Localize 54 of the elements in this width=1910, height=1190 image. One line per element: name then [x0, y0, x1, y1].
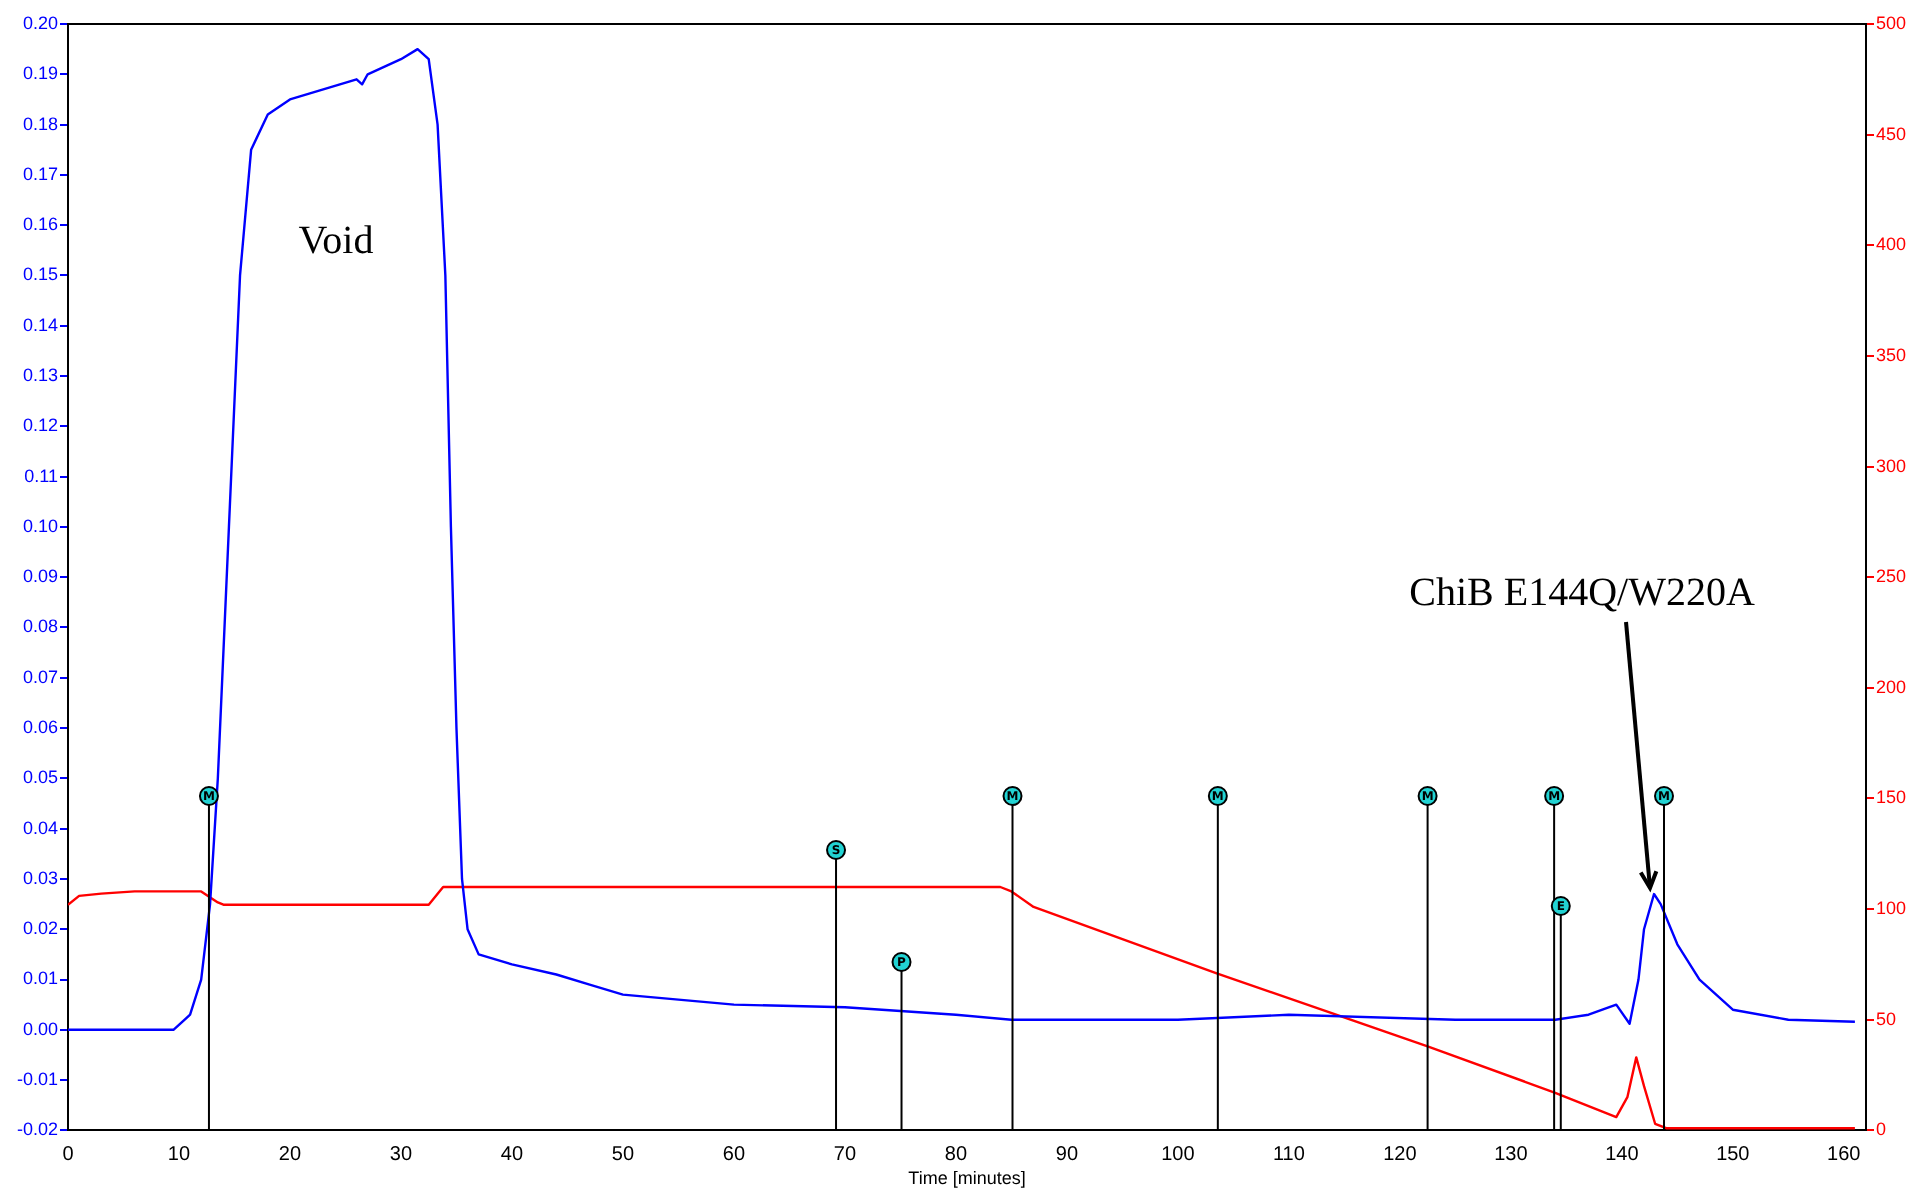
y-tick-label: 0.17: [22, 163, 58, 184]
y-tick-label: 0.20: [22, 12, 58, 33]
annotation: ChiB E144Q/W220A: [1409, 570, 1756, 615]
annotation: Void: [298, 218, 374, 263]
y-tick-label: -0.02: [16, 1119, 58, 1140]
y-tick-label: 0.03: [22, 867, 58, 888]
y-tick-label: 0.11: [24, 465, 58, 486]
y-tick-label: 0.02: [22, 918, 58, 939]
y-tick-label: 0.18: [22, 113, 58, 134]
y2-tick-label: 250: [1876, 566, 1907, 587]
y-tick-label: 0.09: [22, 566, 58, 587]
y-tick-label: 0.00: [22, 1018, 58, 1039]
x-tick-label: 110: [1272, 1143, 1306, 1166]
y2-tick-label: 500: [1876, 12, 1907, 33]
y2-tick-label: 100: [1876, 898, 1907, 919]
x-tick-label: 10: [167, 1143, 191, 1166]
y-tick-label: 0.04: [22, 817, 58, 838]
y-tick-label: 0.07: [22, 666, 58, 687]
x-tick-label: 40: [500, 1143, 524, 1166]
x-tick-label: 130: [1494, 1143, 1529, 1166]
x-tick-label: 70: [833, 1143, 857, 1166]
x-tick-label: 100: [1161, 1143, 1196, 1166]
y-tick-label: 0.19: [22, 63, 58, 84]
y-tick-label: 0.14: [22, 314, 58, 335]
y2-tick-label: 300: [1876, 455, 1907, 476]
y2-tick-label: 350: [1876, 344, 1907, 365]
x-tick-label: 30: [389, 1143, 413, 1166]
x-tick-label: 160: [1827, 1143, 1862, 1166]
x-tick-label: 0: [62, 1143, 75, 1166]
y2-tick-label: 0: [1876, 1119, 1887, 1140]
y-tick-label: 0.08: [22, 616, 58, 637]
x-tick-label: 150: [1716, 1143, 1751, 1166]
y2-tick-label: 400: [1876, 234, 1907, 255]
x-tick-label: 20: [278, 1143, 302, 1166]
x-tick-label: 90: [1055, 1143, 1079, 1166]
y-tick-label: -0.01: [16, 1069, 58, 1090]
y2-tick-label: 150: [1876, 787, 1907, 808]
y-tick-label: 0.05: [22, 767, 58, 788]
y2-tick-label: 200: [1876, 676, 1907, 697]
y-tick-label: 0.16: [22, 214, 58, 235]
y2-tick-label: 450: [1876, 123, 1907, 144]
x-tick-label: 120: [1383, 1143, 1418, 1166]
y-tick-label: 0.10: [22, 515, 58, 536]
x-tick-label: 60: [722, 1143, 746, 1166]
y-tick-label: 0.01: [22, 968, 58, 989]
y-tick-label: 0.12: [22, 415, 58, 436]
y-tick-label: 0.15: [22, 264, 58, 285]
y-tick-label: 0.13: [22, 365, 58, 386]
x-tick-label: 140: [1605, 1143, 1640, 1166]
y-tick-label: 0.06: [22, 717, 58, 738]
x-axis-title: Time [minutes]: [908, 1168, 1026, 1189]
x-tick-label: 50: [611, 1143, 635, 1166]
y2-tick-label: 50: [1876, 1008, 1897, 1029]
x-tick-label: 80: [944, 1143, 968, 1166]
